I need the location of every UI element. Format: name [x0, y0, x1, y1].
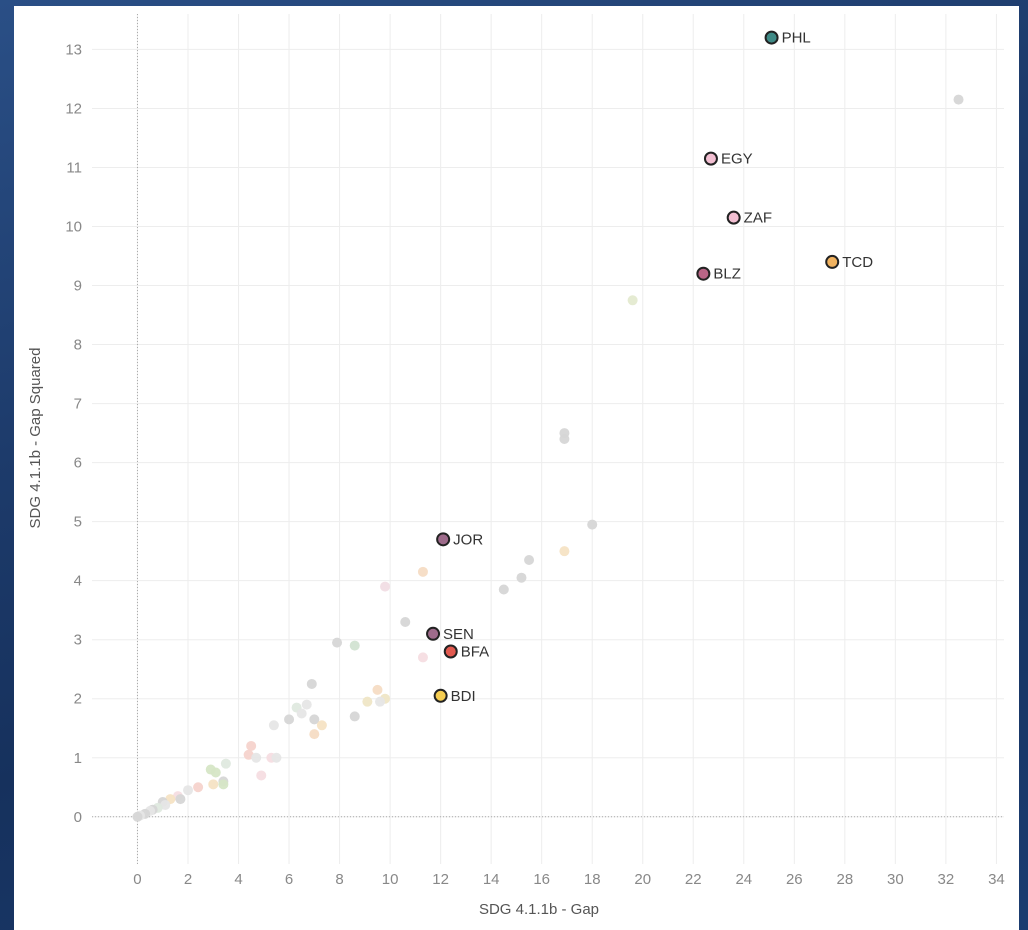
y-tick-label: 2 — [74, 691, 82, 708]
faded-point — [559, 546, 570, 557]
x-tick-label: 2 — [184, 871, 192, 888]
faded-point — [218, 779, 229, 790]
faded-point — [271, 752, 282, 763]
faded-point — [210, 767, 221, 778]
faded-points — [132, 94, 964, 822]
point-label-bdi: BDI — [451, 688, 476, 705]
x-tick-label: 34 — [988, 871, 1005, 888]
faded-point — [498, 584, 509, 595]
faded-point — [417, 566, 428, 577]
x-tick-label: 26 — [786, 871, 803, 888]
faded-point — [251, 752, 262, 763]
point-label-bfa: BFA — [461, 644, 489, 661]
point-bdi[interactable] — [433, 688, 448, 703]
point-label-tcd: TCD — [842, 254, 873, 271]
point-label-egy: EGY — [721, 151, 753, 168]
y-tick-label: 4 — [74, 573, 82, 590]
faded-point — [309, 729, 320, 740]
point-bfa[interactable] — [443, 644, 458, 659]
point-label-phl: PHL — [782, 30, 811, 47]
x-tick-label: 12 — [432, 871, 449, 888]
faded-point — [400, 616, 411, 627]
x-tick-label: 32 — [938, 871, 955, 888]
x-tick-label: 4 — [234, 871, 242, 888]
x-axis-title: SDG 4.1.1b - Gap — [479, 901, 599, 918]
point-label-blz: BLZ — [713, 266, 741, 283]
faded-point — [309, 714, 320, 725]
x-tick-label: 18 — [584, 871, 601, 888]
x-tick-label: 6 — [285, 871, 293, 888]
faded-point — [375, 696, 385, 707]
faded-point — [516, 572, 527, 583]
point-tcd[interactable] — [825, 254, 840, 269]
y-tick-label: 13 — [65, 41, 82, 58]
y-tick-label: 8 — [74, 337, 82, 354]
point-sen[interactable] — [426, 626, 441, 641]
faded-point — [316, 720, 327, 731]
point-label-jor: JOR — [453, 531, 483, 548]
faded-point — [256, 770, 267, 781]
faded-point — [284, 714, 295, 725]
faded-point — [246, 740, 257, 751]
faded-point — [349, 711, 360, 722]
faded-point — [627, 295, 638, 306]
point-blz[interactable] — [696, 266, 711, 281]
x-tick-label: 10 — [382, 871, 399, 888]
x-tick-label: 24 — [735, 871, 752, 888]
faded-point — [372, 684, 383, 695]
faded-point — [349, 640, 360, 651]
point-label-sen: SEN — [443, 626, 474, 643]
x-tick-label: 14 — [483, 871, 500, 888]
x-tick-label: 0 — [133, 871, 141, 888]
y-tick-label: 6 — [74, 455, 82, 472]
faded-point — [559, 434, 570, 444]
faded-point — [132, 811, 143, 822]
faded-point — [208, 779, 219, 790]
y-tick-label: 10 — [65, 219, 82, 236]
point-label-zaf: ZAF — [744, 210, 772, 227]
chart-panel: 0 2 4 6 8 10 12 14 16 18 20 22 24 26 28 30 32 34 0 1 2 3 4 5 6 7 8… — [14, 6, 1019, 930]
y-tick-label: 0 — [74, 809, 82, 826]
faded-point — [220, 758, 231, 769]
faded-point — [183, 785, 193, 796]
y-tick-label: 1 — [74, 750, 82, 767]
y-tick-label: 9 — [74, 278, 82, 295]
faded-point — [380, 581, 391, 592]
point-phl[interactable] — [764, 30, 779, 45]
faded-point — [175, 794, 186, 805]
faded-point — [301, 699, 312, 710]
x-tick-label: 8 — [335, 871, 343, 888]
faded-point — [587, 519, 598, 530]
x-tick-label: 30 — [887, 871, 904, 888]
faded-point — [332, 637, 343, 648]
x-tick-label: 22 — [685, 871, 702, 888]
x-tick-label: 16 — [533, 871, 550, 888]
y-tick-label: 12 — [65, 100, 82, 117]
gridlines — [92, 14, 1004, 864]
y-tick-label: 3 — [74, 632, 82, 649]
faded-point — [953, 94, 964, 105]
zero-lines — [92, 14, 1004, 864]
x-tick-label: 28 — [836, 871, 853, 888]
faded-point — [524, 555, 535, 566]
x-tick-label: 20 — [634, 871, 651, 888]
faded-point — [362, 696, 373, 707]
point-jor[interactable] — [436, 532, 451, 547]
faded-point — [193, 782, 204, 793]
point-egy[interactable] — [703, 151, 718, 166]
y-tick-label: 11 — [66, 159, 82, 176]
point-zaf[interactable] — [726, 210, 741, 225]
y-tick-label: 7 — [74, 396, 82, 413]
faded-point — [296, 708, 307, 719]
tick-labels: 0 2 4 6 8 10 12 14 16 18 20 22 24 26 28 30 32 34012345678… — [65, 41, 1004, 888]
faded-point — [160, 799, 171, 810]
faded-point — [306, 678, 317, 689]
scatter-chart: 0 2 4 6 8 10 12 14 16 18 20 22 24 26 28 30 32 34012345678… — [27, 14, 1005, 918]
faded-point — [417, 652, 428, 663]
y-tick-label: 5 — [74, 514, 82, 531]
faded-point — [243, 749, 254, 760]
y-axis-title: SDG 4.1.1b - Gap Squared — [27, 348, 44, 529]
faded-point — [268, 720, 279, 731]
